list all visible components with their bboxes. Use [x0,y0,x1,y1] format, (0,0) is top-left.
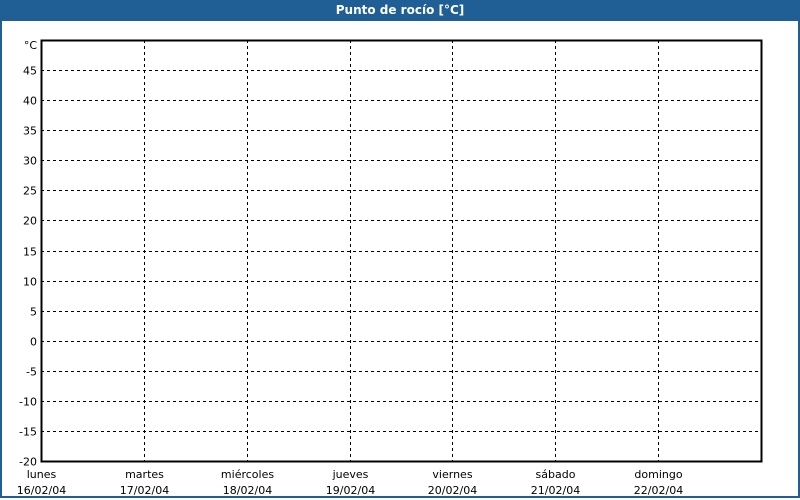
x-tick-date: 19/02/04 [326,484,375,497]
y-tick-label: 15 [23,246,37,259]
y-axis-unit: °C [24,39,38,52]
x-tick-date: 17/02/04 [120,484,169,497]
x-tick-day: martes [125,468,164,481]
x-tick-date: 21/02/04 [531,484,580,497]
y-tick-label: 35 [23,125,37,138]
x-tick-day: lunes [27,468,57,481]
x-tick-day: jueves [332,468,369,481]
y-tick-label: 45 [23,65,37,78]
y-tick-label: 20 [23,215,37,228]
x-tick-date: 22/02/04 [634,484,683,497]
x-tick-date: 18/02/04 [223,484,272,497]
window-title: Punto de rocío [°C] [0,0,800,21]
y-tick-label: 10 [23,276,37,289]
x-tick-day: viernes [432,468,472,481]
x-tick-date: 16/02/04 [17,484,66,497]
y-tick-label: 30 [23,155,37,168]
y-tick-label: -5 [26,366,37,379]
y-tick-label: 0 [30,336,37,349]
y-tick-label: -15 [19,426,37,439]
plot-frame [40,39,763,463]
x-tick-day: domingo [634,468,682,481]
x-tick-day: sábado [536,468,576,481]
y-tick-label: 40 [23,95,37,108]
y-tick-label: -20 [19,456,37,469]
x-tick-day: miércoles [221,468,274,481]
y-tick-label: 5 [30,306,37,319]
x-tick-date: 20/02/04 [428,484,477,497]
y-tick-label: 25 [23,185,37,198]
y-tick-label: -10 [19,396,37,409]
